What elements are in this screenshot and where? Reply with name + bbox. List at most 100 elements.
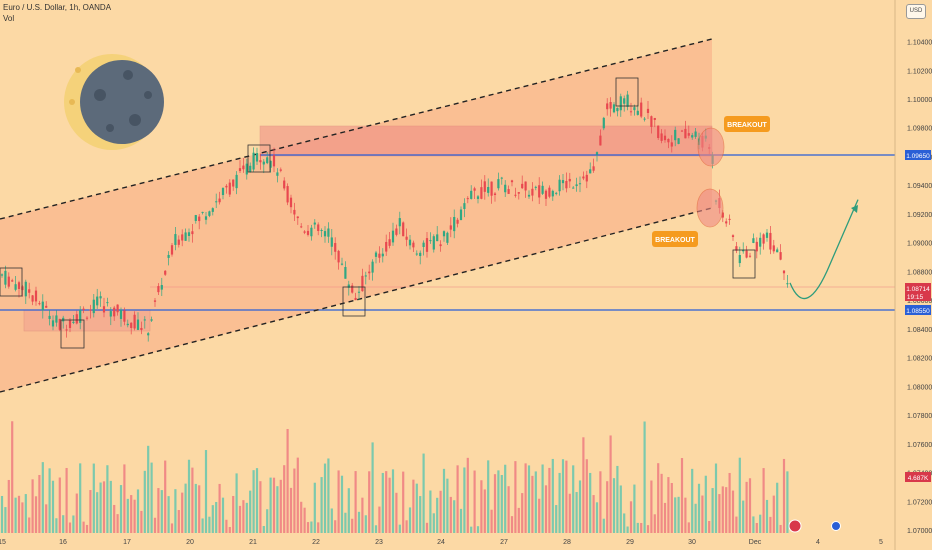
volume-bar [657,463,660,533]
candle [578,176,582,193]
volume-bar [242,500,245,533]
current-price-text: 1.08714 [906,286,930,293]
volume-bar [303,507,306,533]
candle [463,198,466,218]
volume-bar [490,509,493,533]
candle [534,185,537,191]
candle [225,184,228,194]
volume-bar [694,503,697,533]
event-icon[interactable] [831,521,841,531]
candle [48,309,51,326]
volume-bar [109,480,112,533]
candle [497,172,500,191]
us-flag-icon[interactable] [788,519,802,533]
price-tick-label: 1.08400 [907,327,932,334]
breakout-text-upper: BREAKOUT [727,122,767,129]
candle [126,319,129,328]
volume-bar [276,486,279,533]
candle [762,233,765,250]
volume-bar [521,493,524,533]
volume-bar [140,510,143,533]
candle [568,172,571,188]
volume-bar [602,518,605,533]
volume-bar [99,482,102,533]
volume-bar [150,462,153,533]
volume-bar [194,483,197,533]
volume-bar [323,463,327,533]
volume-bar [561,459,565,533]
candle [684,120,687,139]
volume-bar [704,475,707,533]
candle [626,90,629,111]
candle [487,178,490,197]
volume-bar [51,480,55,533]
volume-bar [7,479,10,533]
price-tick-label: 1.09400 [907,183,932,190]
volume-bar [221,497,225,533]
volume-bar [211,505,214,533]
candle [422,240,425,256]
volume-bar [606,481,609,533]
candle [551,189,554,201]
candle [735,241,738,254]
price-tick-label: 1.10000 [907,97,932,104]
candle [75,310,78,325]
candle [252,147,255,172]
candle [140,321,143,335]
volume-bar [347,488,350,533]
volume-bar [228,526,231,533]
candle [381,248,384,263]
candle [262,159,265,174]
volume-bar [446,478,449,533]
volume-bar [68,522,72,533]
volume-bar [480,480,483,533]
candle [113,305,116,321]
volume-bar [368,471,371,533]
current-price-tag [905,283,931,301]
volume-bar [252,470,255,533]
candle [150,316,153,323]
volume-bar [500,475,503,533]
candle [354,292,357,301]
volume-bar [466,457,469,533]
candle [541,181,544,195]
price-tick-label: 1.10400 [907,40,932,47]
channel-lower-line [0,207,713,393]
candle [483,175,486,200]
volume-bar [177,510,180,533]
candle [153,298,157,307]
volume-bar [313,482,316,533]
volume-bar [28,517,31,533]
candle [480,179,483,200]
volume-bar [361,497,364,533]
candle [371,259,374,281]
candle [619,93,622,117]
candle [102,297,106,318]
projection-curve [789,199,859,300]
candle [432,234,435,253]
candle [398,211,401,235]
indicator-label: Vol [3,14,15,23]
volume-bar [636,522,639,533]
box-right [732,249,756,279]
candle [184,228,187,241]
volume-bar [745,481,748,533]
candle [351,282,354,294]
candle [58,318,61,332]
currency-button[interactable]: USD [906,4,926,19]
volume-bar [742,500,745,533]
candle [201,211,204,215]
candle [629,102,633,116]
candle [748,252,752,258]
candle [85,316,89,321]
price-tick-label: 1.07200 [907,499,932,506]
volume-bar [691,468,694,533]
candle [582,171,585,181]
volume-bars [0,421,789,533]
candle [167,251,170,266]
volume-bar [459,508,463,533]
volume-bar [17,495,21,533]
volume-bar [79,463,82,533]
time-tick-label: 30 [688,539,696,546]
